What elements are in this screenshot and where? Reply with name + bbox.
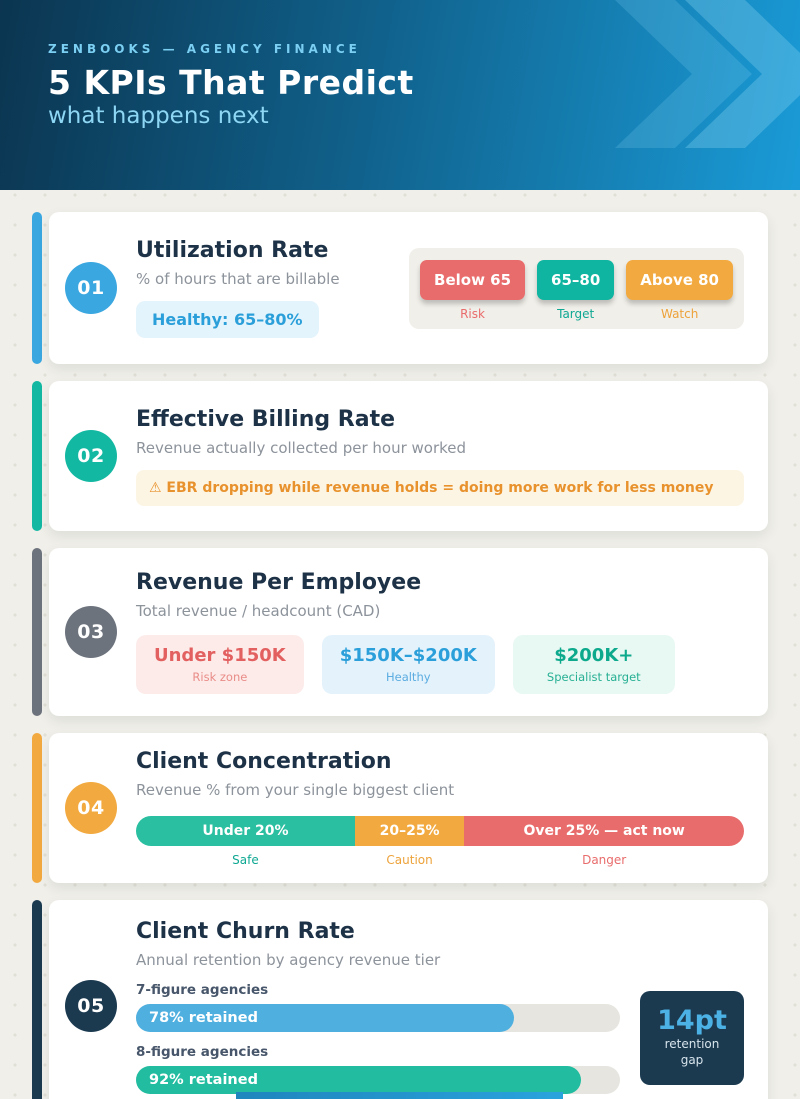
card-surface: 01 Utilization Rate % of hours that are … [49,212,768,364]
kpi-card-client-churn-rate: 05 Client Churn Rate Annual retention by… [32,900,768,1099]
segment-caption-row: Safe Caution Danger [136,853,744,867]
stat-caption: Risk zone [192,670,248,684]
card-title: Utilization Rate [136,238,329,263]
concentration-stacked-bar: Under 20% 20–25% Over 25% — act now [136,816,744,846]
kpi-card-client-concentration: 04 Client Concentration Revenue % from y… [32,733,768,883]
callout-caption-line1: retention [664,1037,720,1052]
stat-caption: Healthy [385,670,431,684]
stat-badge-healthy: $150K–$200K Healthy [321,635,495,694]
kpi-number-badge: 02 [65,430,117,482]
pill-caption: Target [557,306,595,321]
brand-eyebrow: ZENBOOKS — AGENCY FINANCE [48,42,361,56]
retention-chart: 7-figure agencies 78% retained 8-figure … [136,982,744,1094]
callout-value: 14pt [657,1005,727,1037]
tier-label-8-figure: 8-figure agencies [136,1043,269,1060]
pill-caption: Risk [460,306,485,321]
card-body: Revenue Per Employee Total revenue / hea… [136,570,744,694]
range-pill-watch: Above 80 Watch [626,259,733,321]
accent-bar [32,381,42,531]
card-subtitle: Revenue % from your single biggest clien… [136,781,455,799]
header-banner: ZENBOOKS — AGENCY FINANCE 5 KPIs That Pr… [0,0,800,190]
card-title: Revenue Per Employee [136,570,422,595]
card-body: Client Churn Rate Annual retention by ag… [136,919,744,1094]
card-surface: 02 Effective Billing Rate Revenue actual… [49,381,768,531]
segment-caption-caution: Caution [386,853,433,867]
card-body: Utilization Rate % of hours that are bil… [136,238,744,338]
card-text-column: Utilization Rate % of hours that are bil… [136,238,340,338]
warning-note: ⚠ EBR dropping while revenue holds = doi… [136,469,744,506]
card-title: Client Concentration [136,749,392,774]
kpi-number-badge: 03 [65,606,117,658]
pill-label: Below 65 [420,259,526,300]
kpi-card-effective-billing-rate: 02 Effective Billing Rate Revenue actual… [32,381,768,531]
kpi-card-utilization-rate: 01 Utilization Rate % of hours that are … [32,212,768,364]
kpi-number-badge: 01 [65,262,117,314]
pill-label: Above 80 [626,259,733,300]
pill-label: 65–80 [537,259,615,300]
stat-badge-specialist: $200K+ Specialist target [512,635,675,694]
page-subtitle: what happens next [48,103,269,129]
retention-bars-column: 7-figure agencies 78% retained 8-figure … [136,982,620,1094]
kpi-card-revenue-per-employee: 03 Revenue Per Employee Total revenue / … [32,548,768,716]
card-title: Client Churn Rate [136,918,355,944]
card-body: Effective Billing Rate Revenue actually … [136,407,744,506]
stat-badge-risk-zone: Under $150K Risk zone [136,635,304,694]
stat-value: $150K–$200K [339,645,477,666]
stat-value: Under $150K [154,645,286,666]
segment-safe: Under 20% [136,816,355,846]
pill-caption: Watch [660,306,699,321]
accent-bar [32,548,42,716]
page-title: 5 KPIs That Predict [48,63,414,102]
retention-bar-fill-8-figure: 92% retained [136,1065,582,1094]
card-title: Effective Billing Rate [136,406,396,432]
accent-bar [32,900,42,1099]
stat-value: $200K+ [554,645,634,666]
kpi-number-badge: 05 [65,980,117,1032]
segment-caption-safe: Safe [232,853,259,867]
retention-bar-track: 78% retained [136,1003,620,1032]
accent-bar [32,733,42,883]
segment-caption-danger: Danger [582,853,627,867]
card-body: Client Concentration Revenue % from your… [136,749,744,867]
chevron-right-icon [615,0,800,148]
range-pill-target: 65–80 Target [537,259,615,321]
card-surface: 05 Client Churn Rate Annual retention by… [49,900,768,1099]
card-subtitle: Annual retention by agency revenue tier [136,950,441,969]
retention-bar-track: 92% retained [136,1065,620,1094]
card-surface: 04 Client Concentration Revenue % from y… [49,733,768,883]
footer-accent-bar [236,1092,563,1099]
segment-danger: Over 25% — act now [464,816,744,846]
card-subtitle: % of hours that are billable [136,270,340,288]
card-subtitle: Total revenue / headcount (CAD) [136,602,381,620]
accent-bar [32,212,42,364]
kpi-number-badge: 04 [65,782,117,834]
segment-caution: 20–25% [354,816,465,846]
range-pills-panel: Below 65 Risk 65–80 Target Above 80 Watc… [409,247,744,329]
tier-label-7-figure: 7-figure agencies [136,981,269,998]
healthy-range-badge: Healthy: 65–80% [136,301,319,338]
range-pill-risk: Below 65 Risk [420,259,526,321]
retention-gap-callout: 14pt retention gap [640,990,744,1085]
callout-caption-line2: gap [680,1053,704,1068]
stat-badge-row: Under $150K Risk zone $150K–$200K Health… [136,635,744,694]
card-surface: 03 Revenue Per Employee Total revenue / … [49,548,768,716]
retention-bar-fill-7-figure: 78% retained [136,1003,514,1032]
stat-caption: Specialist target [546,670,641,684]
card-subtitle: Revenue actually collected per hour work… [136,438,467,457]
kpi-card-list: 01 Utilization Rate % of hours that are … [0,190,800,1099]
